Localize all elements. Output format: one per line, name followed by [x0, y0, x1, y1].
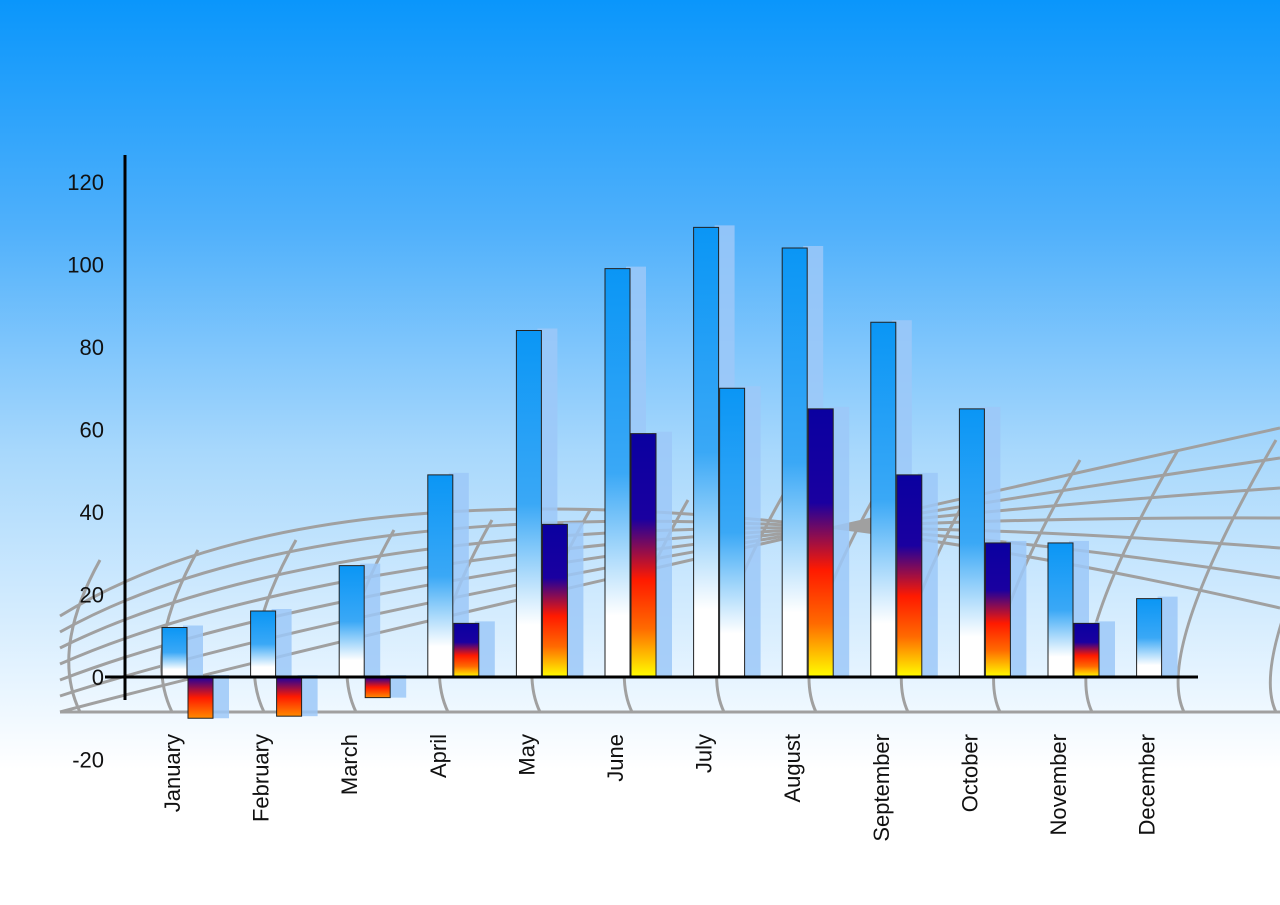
y-tick-label: 20	[80, 583, 104, 608]
bar-shadow	[1095, 621, 1115, 677]
y-tick-labels: -20 0 20 40 60 80 100 120	[67, 170, 104, 773]
bar-october-series1	[958, 408, 985, 678]
bar-april-series2	[453, 622, 480, 678]
bar-december-series1	[1136, 598, 1163, 678]
bar-may-series2	[541, 523, 568, 678]
y-tick-label: 120	[67, 170, 104, 195]
bar-october-series2	[984, 542, 1011, 678]
floor-grid-line	[1176, 439, 1278, 713]
bar-shadow	[740, 386, 761, 677]
x-tick-label: July	[692, 734, 717, 773]
x-tick-label: January	[160, 734, 185, 812]
bar-february-series1	[250, 610, 277, 678]
bar-shadow	[829, 406, 850, 677]
y-tick-label: 0	[92, 665, 104, 690]
bar-september-series2	[896, 474, 923, 678]
x-tick-labels: January February March April May June July Augu…	[160, 734, 1160, 842]
bar-march-series1	[338, 565, 365, 678]
bar-july-series2	[719, 387, 746, 678]
x-tick-label: February	[249, 734, 274, 822]
bar-july-series1	[693, 226, 720, 678]
floor-grid-line	[1084, 449, 1180, 713]
x-tick-label: March	[337, 734, 362, 795]
y-tick-label: 60	[80, 418, 104, 443]
bar-shadow	[474, 621, 495, 677]
y-tick-label: 80	[80, 335, 104, 360]
bar-may-series1	[515, 330, 542, 678]
y-tick-label: 100	[67, 253, 104, 278]
x-tick-label: November	[1046, 734, 1071, 835]
bar-shadow	[917, 472, 938, 677]
x-tick-label: August	[780, 734, 805, 803]
bar-shadow	[563, 522, 584, 677]
bar-august-series1	[781, 247, 808, 678]
bar-shadow	[652, 431, 672, 677]
bar-november-series1	[1047, 542, 1074, 678]
bar-shadow	[183, 625, 203, 677]
bar-june-series2	[630, 433, 657, 678]
bar-shadow	[1157, 596, 1178, 677]
bar-june-series1	[604, 268, 631, 678]
bar-january-series1	[161, 627, 188, 678]
bar-february-series2	[276, 676, 303, 717]
bar-august-series2	[807, 408, 834, 678]
x-tick-label: October	[957, 734, 982, 812]
bar-shadow	[1006, 540, 1027, 677]
bar-shadow	[360, 563, 381, 677]
y-tick-label: -20	[72, 748, 104, 773]
x-tick-label: September	[869, 734, 894, 842]
bar-january-series2	[187, 676, 214, 719]
x-tick-label: December	[1135, 734, 1160, 835]
x-tick-label: May	[514, 734, 539, 776]
floor-grid-line	[1268, 622, 1280, 713]
x-tick-label: April	[426, 734, 451, 778]
bar-shadow	[386, 675, 407, 698]
bar-shadow	[297, 675, 318, 717]
bars	[161, 225, 1178, 719]
y-tick-label: 40	[80, 500, 104, 525]
floor-grid-line	[67, 559, 102, 713]
bar-march-series2	[364, 676, 391, 699]
bar-shadow	[271, 609, 292, 677]
bar-shadow	[209, 675, 229, 719]
bar-november-series2	[1073, 622, 1100, 678]
bar-september-series1	[870, 321, 897, 678]
bar-april-series1	[427, 474, 454, 678]
x-tick-label: June	[603, 734, 628, 782]
